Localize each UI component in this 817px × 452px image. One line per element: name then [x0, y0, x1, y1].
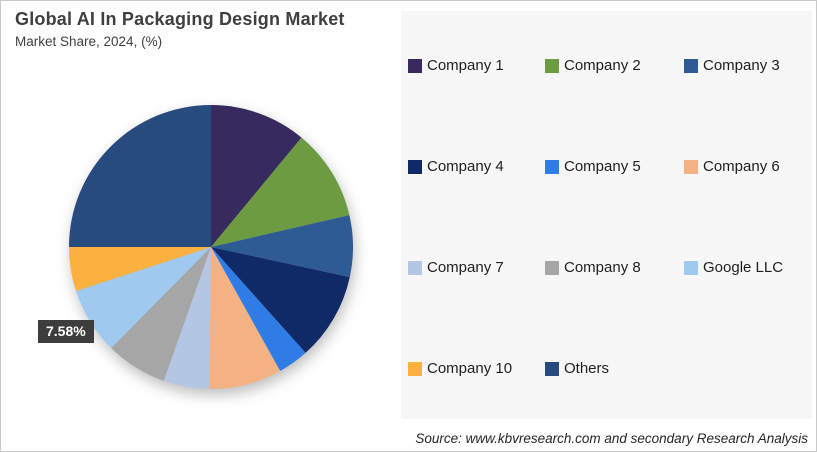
share-label: 7.58%: [38, 320, 94, 344]
legend-swatch-icon: [545, 260, 559, 275]
legend-item-company-10: Company 10: [408, 360, 545, 377]
pie-slice-company-5: [211, 247, 306, 372]
legend-label: Company 4: [427, 158, 504, 175]
legend-item-company-4: Company 4: [408, 158, 545, 175]
legend-label: Company 5: [564, 158, 641, 175]
legend-label: Others: [564, 360, 610, 377]
legend-swatch-icon: [545, 58, 559, 73]
pie-slice-company-1: [211, 105, 302, 247]
legend-swatch-icon: [408, 58, 422, 73]
legend-item-google-llc: Google LLC: [684, 259, 812, 276]
pie-slice-company-3: [211, 215, 353, 278]
legend-item-company-8: Company 8: [545, 259, 684, 276]
pie-slice-company-10: [69, 247, 211, 292]
legend-item-others: Others: [545, 360, 684, 377]
legend-item-company-5: Company 5: [545, 158, 684, 175]
source-text: Source: www.kbvresearch.com and secondar…: [415, 431, 808, 446]
legend-label: Company 3: [703, 57, 780, 74]
page-subtitle: Market Share, 2024, (%): [15, 34, 163, 49]
legend-label: Company 2: [564, 57, 641, 74]
pie-slice-company-6: [209, 247, 281, 389]
legend-label: Company 7: [427, 259, 504, 276]
legend-swatch-icon: [545, 159, 559, 174]
legend-label: Company 10: [427, 360, 513, 377]
legend-swatch-icon: [684, 159, 698, 174]
legend-swatch-icon: [408, 361, 422, 376]
pie-slice-company-7: [163, 247, 211, 389]
legend-swatch-icon: [684, 58, 698, 73]
pie-slice-google-llc: [76, 247, 212, 349]
legend-item-company-3: Company 3: [684, 57, 812, 74]
chart-header: Global AI In Packaging Design Market Mar…: [15, 9, 345, 49]
legend-item-company-6: Company 6: [684, 158, 812, 175]
pie-slice-company-2: [211, 137, 350, 247]
page-title: Global AI In Packaging Design Market: [15, 9, 345, 29]
pie-chart: [69, 105, 353, 389]
pie-slice-company-8: [111, 247, 211, 381]
legend-label: Google LLC: [703, 259, 784, 276]
legend-item-company-2: Company 2: [545, 57, 684, 74]
legend-item-company-1: Company 1: [408, 57, 545, 74]
pie-slice-others: [69, 105, 211, 247]
legend-label: Company 1: [427, 57, 504, 74]
legend-swatch-icon: [408, 260, 422, 275]
legend-swatch-icon: [684, 260, 698, 275]
pie-slice-company-4: [211, 247, 350, 353]
legend-item-company-7: Company 7: [408, 259, 545, 276]
legend-label: Company 6: [703, 158, 780, 175]
legend-swatch-icon: [408, 159, 422, 174]
legend-label: Company 8: [564, 259, 641, 276]
legend: Company 1 Company 2 Company 3 Company 4 …: [401, 11, 812, 419]
pie-chart-area: [67, 103, 355, 391]
legend-swatch-icon: [545, 361, 559, 376]
